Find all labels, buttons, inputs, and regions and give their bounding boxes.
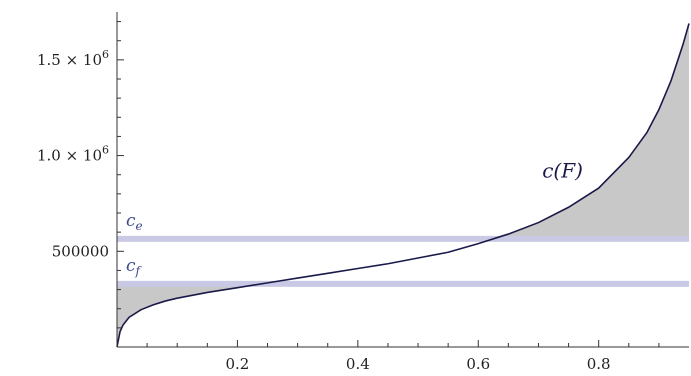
y-tick-label: 1.5 × 106 xyxy=(37,48,109,69)
labels: 0.2 0.4 0.6 0.8 500000 1.0 × 106 1.5 × 106 c(F)… xyxy=(37,48,611,373)
axes xyxy=(116,12,689,348)
x-tick-label: 0.4 xyxy=(346,355,370,373)
line-label-c-f: cf xyxy=(126,256,143,278)
x-tick-label: 0.6 xyxy=(466,355,490,373)
reference-lines xyxy=(117,235,689,287)
shaded-regions xyxy=(117,23,689,347)
y-tick-label: 500000 xyxy=(52,242,109,260)
x-tick-label: 0.2 xyxy=(225,355,249,373)
curve-layer xyxy=(116,23,690,348)
curve-label: c(F) xyxy=(542,159,583,183)
shaded-region-below-cf xyxy=(117,283,262,347)
shaded-region-above-ce xyxy=(493,23,689,239)
curve-c-of-f xyxy=(116,23,690,348)
line-label-c-e: ce xyxy=(126,211,143,233)
x-tick-label: 0.8 xyxy=(587,355,611,373)
y-tick-label: 1.0 × 106 xyxy=(37,144,109,165)
